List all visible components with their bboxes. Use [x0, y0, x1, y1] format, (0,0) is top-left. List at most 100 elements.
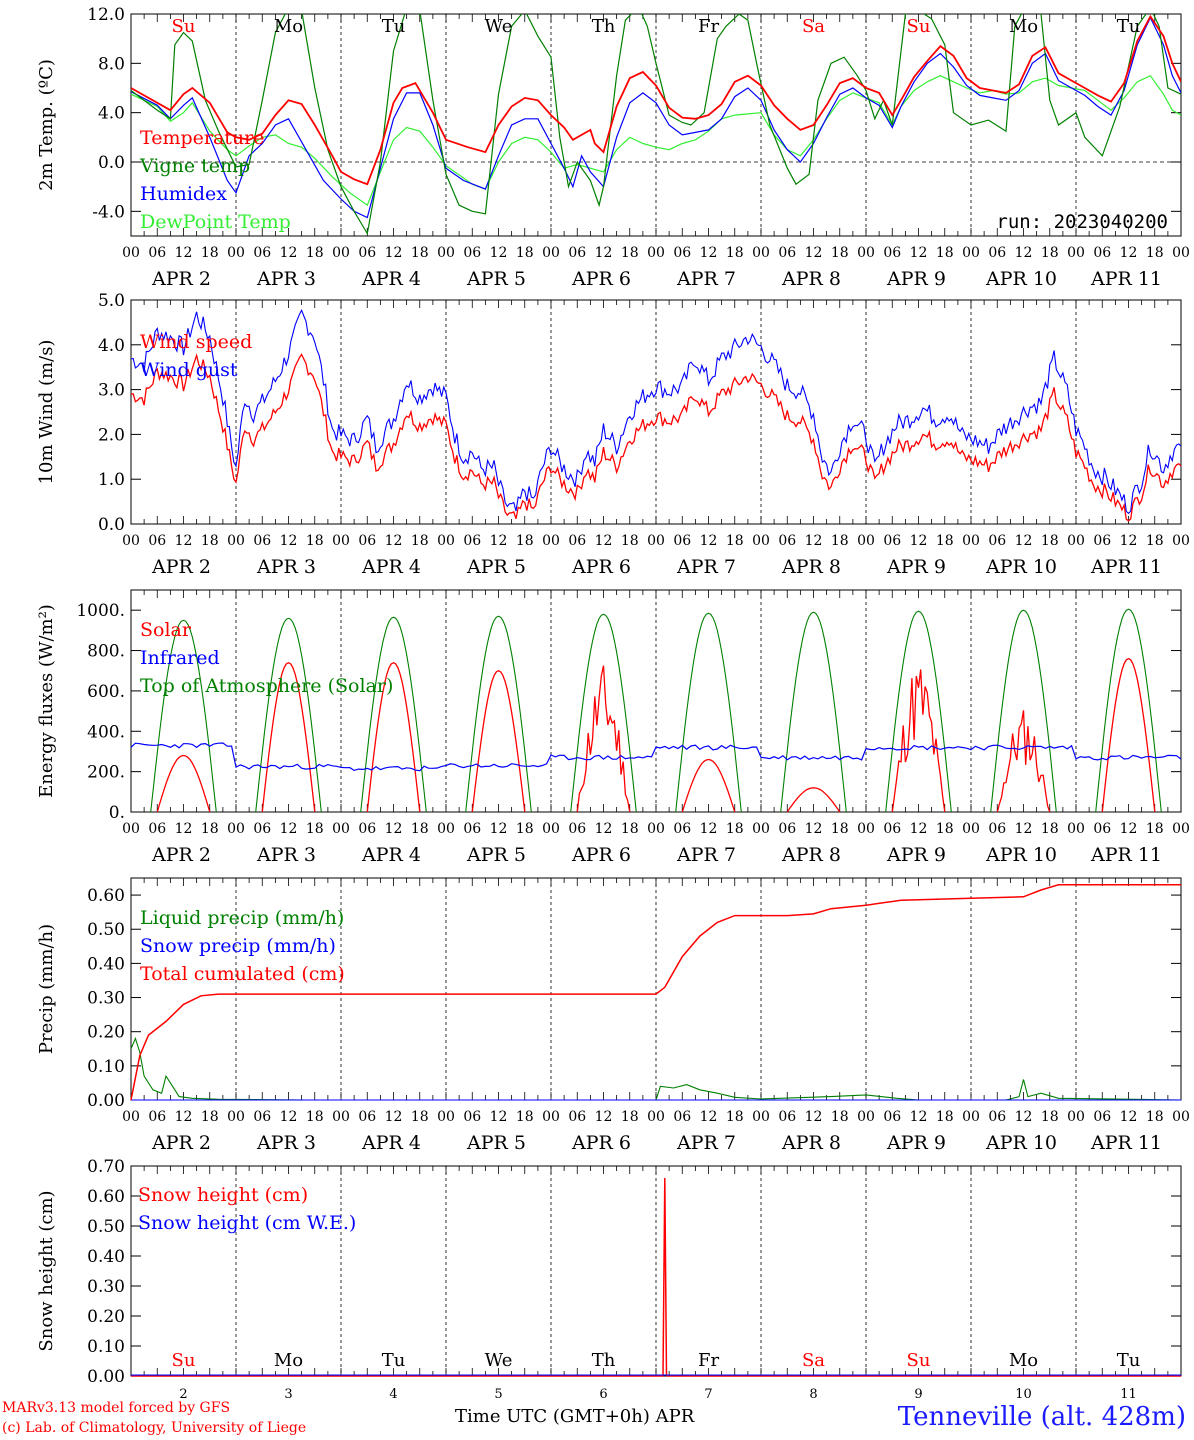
temp-panel-hour-label: 12	[490, 245, 508, 261]
temp-panel-weekday-label: We	[485, 16, 513, 37]
temp-panel-hour-label: 12	[805, 245, 823, 261]
toa-solar-line	[465, 615, 532, 813]
energy-panel-date-label: APR 8	[781, 844, 841, 866]
wind-panel-hour-label: 00	[542, 533, 560, 549]
precip-panel-hour-label: 06	[253, 1109, 271, 1125]
temp-panel-legend-item: Vigne temp	[139, 155, 250, 177]
energy-panel-date-label: APR 7	[676, 844, 736, 866]
energy-panel-date-label: APR 9	[886, 844, 946, 866]
energy-panel-y-axis-label: Energy fluxes (W/m²)	[36, 604, 57, 798]
temp-panel-hour-label: 12	[910, 245, 928, 261]
energy-panel-hour-label: 12	[805, 821, 823, 837]
temp-series-vigne-temp	[131, 14, 1181, 236]
solar-line	[996, 710, 1051, 813]
temp-panel-date-label: APR 5	[466, 268, 526, 290]
precip-panel-hour-label: 12	[805, 1109, 823, 1125]
precip-panel-y-tick-label: 0.20	[87, 1023, 125, 1043]
temp-panel-hour-label: 12	[595, 245, 613, 261]
temp-panel-date-label: APR 3	[256, 268, 316, 290]
energy-panel-hour-label: 00	[752, 821, 770, 837]
wind-panel-hour-label: 12	[1120, 533, 1138, 549]
energy-panel-y-tick-label: 1000.	[76, 601, 125, 621]
precip-panel-hour-label: 06	[778, 1109, 796, 1125]
energy-panel-hour-label: 12	[1120, 821, 1138, 837]
energy-panel-date-label: APR 5	[466, 844, 526, 866]
temp-panel-y-tick-label: -4.0	[92, 202, 125, 222]
wind-panel-date-label: APR 5	[466, 556, 526, 578]
temp-panel-hour-label: 00	[647, 245, 665, 261]
precip-panel-hour-label: 00	[122, 1109, 140, 1125]
wind-panel-date-label: APR 8	[781, 556, 841, 578]
precip-panel-hour-label: 00	[857, 1109, 875, 1125]
precip-panel-hour-label: 06	[673, 1109, 691, 1125]
temp-panel-y-tick-label: 4.0	[98, 104, 125, 124]
precip-panel-hour-label: 18	[831, 1109, 849, 1125]
energy-panel-legend-item: Top of Atmosphere (Solar)	[140, 675, 393, 697]
temp-panel-hour-label: 18	[831, 245, 849, 261]
temp-panel-hour-label: 18	[936, 245, 954, 261]
wind-panel-hour-label: 00	[437, 533, 455, 549]
precip-panel-date-label: APR 11	[1090, 1132, 1162, 1154]
temp-panel-hour-label: 06	[253, 245, 271, 261]
precip-panel-hour-label: 06	[148, 1109, 166, 1125]
temp-panel-hour-label: 06	[358, 245, 376, 261]
day-number-label: 3	[284, 1387, 292, 1402]
wind-panel-hour-label: 06	[778, 533, 796, 549]
temp-panel-weekday-label: Tu	[1117, 16, 1141, 37]
wind-panel-hour-label: 18	[306, 533, 324, 549]
temp-panel-hour-label: 12	[1120, 245, 1138, 261]
energy-panel-hour-label: 18	[306, 821, 324, 837]
wind-panel-hour-label: 00	[752, 533, 770, 549]
snow-panel-weekday-label: Th	[592, 1350, 616, 1371]
energy-panel-hour-label: 00	[437, 821, 455, 837]
snow-panel-y-tick-label: 0.50	[87, 1217, 125, 1237]
wind-panel-date-label: APR 2	[151, 556, 211, 578]
precip-panel-legend-item: Snow precip (mm/h)	[140, 935, 336, 957]
snow-panel-y-tick-label: 0.40	[87, 1247, 125, 1267]
snow-panel-y-tick-label: 0.70	[87, 1157, 125, 1177]
precip-panel-y-tick-label: 0.10	[87, 1057, 125, 1077]
solar-line	[1101, 657, 1156, 813]
snow-panel-weekday-label: Sa	[802, 1350, 825, 1371]
temp-panel-weekday-label: Mo	[274, 16, 303, 37]
precip-panel-hour-label: 12	[595, 1109, 613, 1125]
wind-panel-date-label: APR 11	[1090, 556, 1162, 578]
precip-panel-date-label: APR 7	[676, 1132, 736, 1154]
wind-panel-hour-label: 06	[148, 533, 166, 549]
energy-panel-hour-label: 12	[700, 821, 718, 837]
day-number-label: 9	[914, 1387, 922, 1402]
temp-panel-weekday-label: Su	[907, 16, 931, 37]
energy-panel-hour-label: 12	[490, 821, 508, 837]
temp-panel-hour-label: 06	[568, 245, 586, 261]
temp-panel-legend-item: Humidex	[140, 183, 227, 205]
energy-panel-hour-label: 06	[883, 821, 901, 837]
precip-panel-hour-label: 12	[385, 1109, 403, 1125]
precip-panel-hour-label: 00	[227, 1109, 245, 1125]
temp-series-humidex	[131, 16, 1181, 219]
wind-panel-hour-label: 18	[726, 533, 744, 549]
wind-panel-hour-label: 12	[385, 533, 403, 549]
toa-solar-line	[780, 611, 847, 813]
energy-panel-hour-label: 00	[122, 821, 140, 837]
wind-panel-date-label: APR 7	[676, 556, 736, 578]
temp-panel-y-axis-label: 2m Temp. (ºC)	[36, 59, 57, 191]
snow-panel-weekday-label: Su	[172, 1350, 196, 1371]
energy-panel-hour-label: 06	[463, 821, 481, 837]
energy-panel-hour-label: 06	[253, 821, 271, 837]
energy-panel-hour-label: 00	[962, 821, 980, 837]
wind-panel-y-tick-label: 2.0	[98, 425, 125, 445]
wind-panel-date-label: APR 3	[256, 556, 316, 578]
wind-panel-hour-label: 06	[358, 533, 376, 549]
precip-panel-hour-label: 12	[910, 1109, 928, 1125]
solar-line	[681, 758, 736, 813]
temp-panel-hour-label: 18	[621, 245, 639, 261]
temp-panel-hour-label: 18	[516, 245, 534, 261]
precip-panel-y-tick-label: 0.50	[87, 920, 125, 940]
snow-panel-legend-item: Snow height (cm)	[138, 1184, 308, 1206]
wind-speed-line	[130, 353, 1182, 522]
energy-panel-hour-label: 06	[778, 821, 796, 837]
energy-panel-hour-label: 18	[1041, 821, 1059, 837]
wind-panel-hour-label: 18	[621, 533, 639, 549]
temp-panel-weekday-label: Su	[172, 16, 196, 37]
infrared-line	[130, 742, 1182, 772]
